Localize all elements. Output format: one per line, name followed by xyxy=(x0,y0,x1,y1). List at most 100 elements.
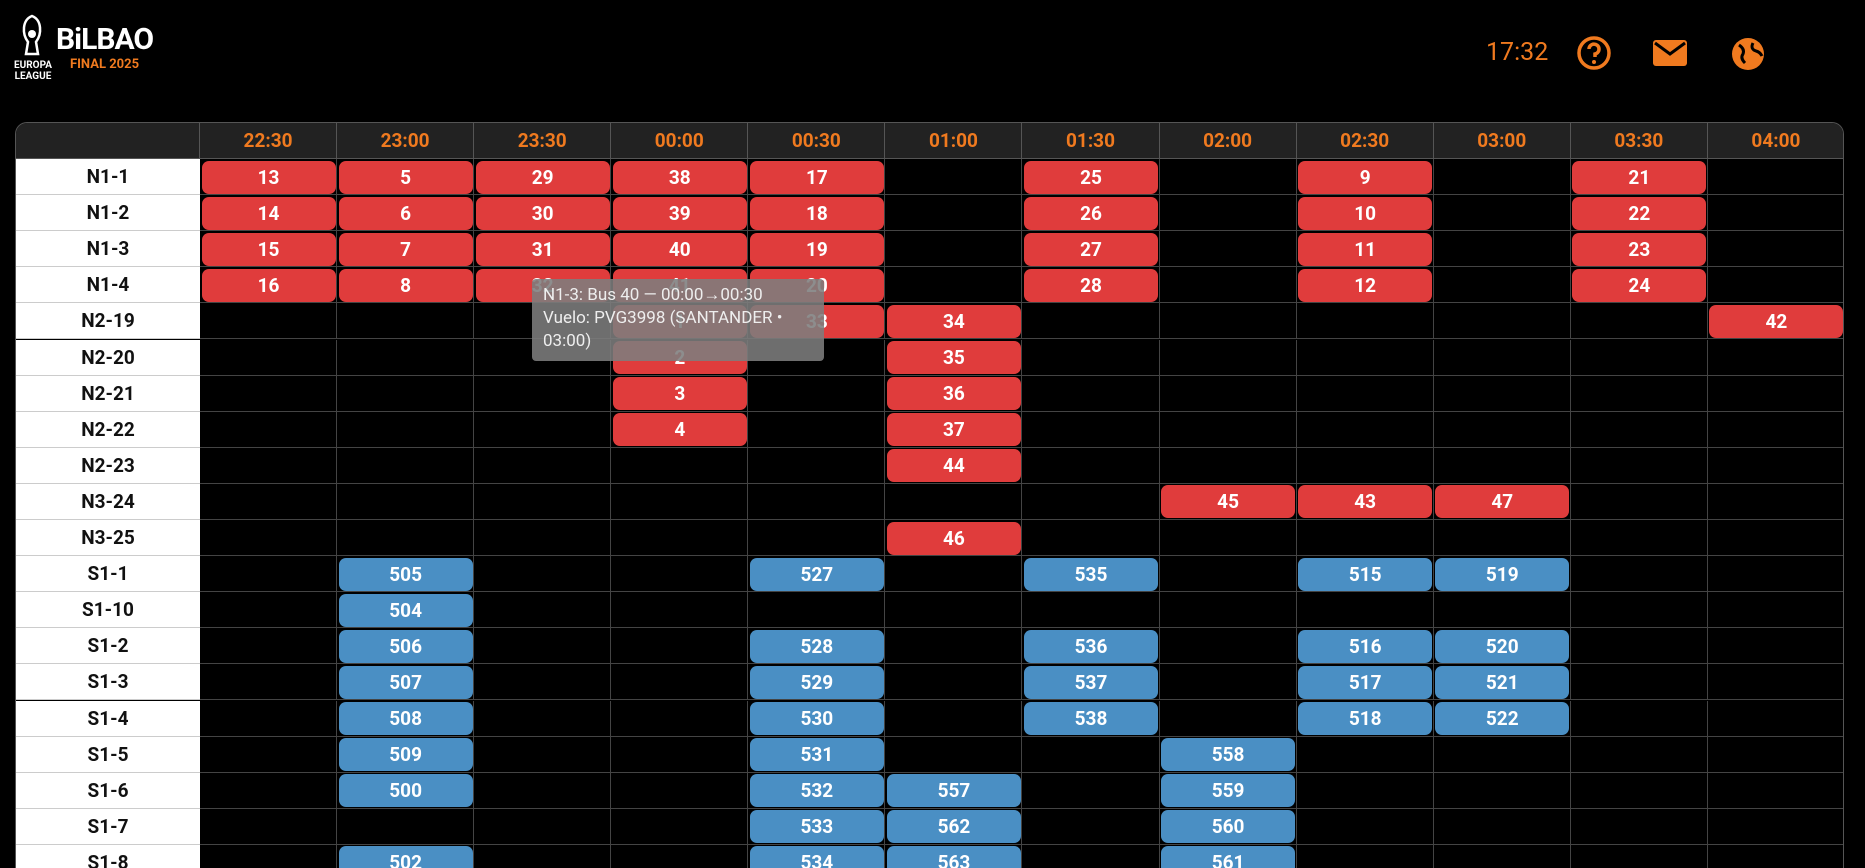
bus-slot[interactable]: 42 xyxy=(1709,304,1843,338)
bus-slot[interactable]: 519 xyxy=(1435,557,1570,591)
bus-slot[interactable]: 29 xyxy=(475,160,610,194)
bus-slot[interactable]: 518 xyxy=(1298,702,1433,736)
grid-cell xyxy=(1159,808,1297,845)
bus-slot[interactable]: 14 xyxy=(201,196,336,230)
bus-slot[interactable]: 529 xyxy=(749,665,884,699)
grid-cell xyxy=(474,411,612,448)
bus-slot[interactable]: 16 xyxy=(201,268,336,302)
bus-slot[interactable]: 537 xyxy=(1023,665,1159,699)
bus-slot[interactable]: 44 xyxy=(886,449,1021,483)
grid-cell xyxy=(748,411,886,448)
grid-cell xyxy=(611,592,749,629)
bus-slot[interactable]: 561 xyxy=(1161,846,1296,868)
bus-slot[interactable]: 19 xyxy=(749,232,884,266)
bus-slot[interactable]: 26 xyxy=(1023,196,1159,230)
bus-slot[interactable]: 46 xyxy=(886,521,1021,555)
grid-cell xyxy=(1159,700,1297,737)
bus-slot[interactable]: 27 xyxy=(1023,232,1159,266)
bus-slot[interactable]: 35 xyxy=(886,341,1021,375)
grid-cell xyxy=(611,808,749,845)
bus-slot[interactable]: 562 xyxy=(886,810,1021,844)
bus-slot[interactable]: 6 xyxy=(338,196,473,230)
bus-slot[interactable]: 45 xyxy=(1161,485,1296,519)
help-icon[interactable] xyxy=(1576,35,1612,71)
grid-cell xyxy=(611,159,749,196)
bus-slot[interactable]: 43 xyxy=(1298,485,1433,519)
bus-slot[interactable]: 534 xyxy=(749,846,884,868)
bus-slot[interactable]: 535 xyxy=(1023,557,1159,591)
grid-cell xyxy=(1022,628,1160,665)
bus-slot[interactable]: 560 xyxy=(1161,810,1296,844)
bus-slot[interactable]: 522 xyxy=(1435,702,1570,736)
grid-cell xyxy=(474,556,612,593)
bus-slot[interactable]: 507 xyxy=(338,665,473,699)
bus-slot[interactable]: 34 xyxy=(886,304,1021,338)
bus-slot[interactable]: 538 xyxy=(1023,702,1159,736)
bus-slot[interactable]: 15 xyxy=(201,232,336,266)
bus-slot[interactable]: 520 xyxy=(1435,629,1570,663)
bus-slot[interactable]: 36 xyxy=(886,377,1021,411)
grid-cell xyxy=(200,664,338,701)
grid-cell xyxy=(1296,375,1434,412)
bus-slot[interactable]: 3 xyxy=(612,377,747,411)
bus-slot[interactable]: 37 xyxy=(886,413,1021,447)
bus-slot[interactable]: 8 xyxy=(338,268,473,302)
bus-slot[interactable]: 502 xyxy=(338,846,473,868)
bus-slot[interactable]: 516 xyxy=(1298,629,1433,663)
bus-slot[interactable]: 40 xyxy=(612,232,747,266)
bus-slot[interactable]: 4 xyxy=(612,413,747,447)
bus-slot[interactable]: 5 xyxy=(338,160,473,194)
bus-slot[interactable]: 532 xyxy=(749,774,884,808)
bus-slot[interactable]: 17 xyxy=(749,160,884,194)
bus-slot[interactable]: 25 xyxy=(1023,160,1159,194)
bus-slot[interactable]: 38 xyxy=(612,160,747,194)
bus-slot[interactable]: 39 xyxy=(612,196,747,230)
grid-cell xyxy=(1433,231,1571,268)
grid-cell xyxy=(611,195,749,232)
bus-slot[interactable]: 28 xyxy=(1023,268,1159,302)
bus-slot[interactable]: 500 xyxy=(338,774,473,808)
grid-cell xyxy=(1296,447,1434,484)
bus-slot[interactable]: 530 xyxy=(749,702,884,736)
bus-slot[interactable]: 515 xyxy=(1298,557,1433,591)
bus-slot[interactable]: 528 xyxy=(749,629,884,663)
bus-slot[interactable]: 558 xyxy=(1161,738,1296,772)
bus-slot[interactable]: 559 xyxy=(1161,774,1296,808)
bus-slot[interactable]: 563 xyxy=(886,846,1021,868)
bus-slot[interactable]: 7 xyxy=(338,232,473,266)
grid-cell xyxy=(611,411,749,448)
bus-slot[interactable]: 9 xyxy=(1298,160,1433,194)
grid-cell xyxy=(748,664,886,701)
bus-slot[interactable]: 24 xyxy=(1572,268,1707,302)
bus-slot[interactable]: 10 xyxy=(1298,196,1433,230)
bus-slot[interactable]: 505 xyxy=(338,557,473,591)
bus-slot[interactable]: 13 xyxy=(201,160,336,194)
bus-slot[interactable]: 521 xyxy=(1435,665,1570,699)
bus-slot[interactable]: 30 xyxy=(475,196,610,230)
bus-slot[interactable]: 506 xyxy=(338,629,473,663)
bus-slot[interactable]: 11 xyxy=(1298,232,1433,266)
grid-cell xyxy=(1707,773,1843,809)
bus-slot[interactable]: 31 xyxy=(475,232,610,266)
bus-slot[interactable]: 517 xyxy=(1298,665,1433,699)
grid-cell xyxy=(1433,700,1571,737)
bus-slot[interactable]: 536 xyxy=(1023,629,1159,663)
bus-slot[interactable]: 527 xyxy=(749,557,884,591)
bus-slot[interactable]: 21 xyxy=(1572,160,1707,194)
bus-slot[interactable]: 557 xyxy=(886,774,1021,808)
bus-slot[interactable]: 22 xyxy=(1572,196,1707,230)
bus-slot[interactable]: 18 xyxy=(749,196,884,230)
bus-slot[interactable]: 531 xyxy=(749,738,884,772)
mail-icon[interactable] xyxy=(1651,37,1689,69)
grid-cell xyxy=(1433,808,1571,845)
bus-slot[interactable]: 508 xyxy=(338,702,473,736)
bus-slot[interactable]: 23 xyxy=(1572,232,1707,266)
bus-slot[interactable]: 533 xyxy=(749,810,884,844)
bus-slot[interactable]: 12 xyxy=(1298,268,1433,302)
bus-slot[interactable]: 509 xyxy=(338,738,473,772)
bus-slot[interactable]: 47 xyxy=(1435,485,1570,519)
grid-cell xyxy=(1570,411,1708,448)
bus-slot[interactable]: 504 xyxy=(338,593,473,627)
logo[interactable]: BiLBAO FINAL 2025 EUROPA LEAGUE xyxy=(8,14,168,84)
language-icon[interactable] xyxy=(1729,35,1767,73)
